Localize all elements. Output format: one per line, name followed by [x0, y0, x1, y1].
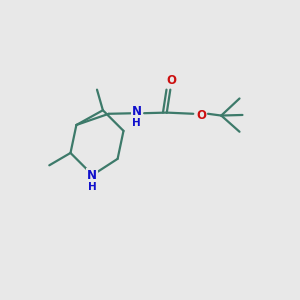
Text: N: N: [131, 105, 142, 118]
Text: H: H: [132, 118, 141, 128]
Text: H: H: [88, 182, 96, 192]
Text: O: O: [167, 74, 176, 87]
Text: N: N: [87, 169, 97, 182]
Text: O: O: [196, 109, 206, 122]
